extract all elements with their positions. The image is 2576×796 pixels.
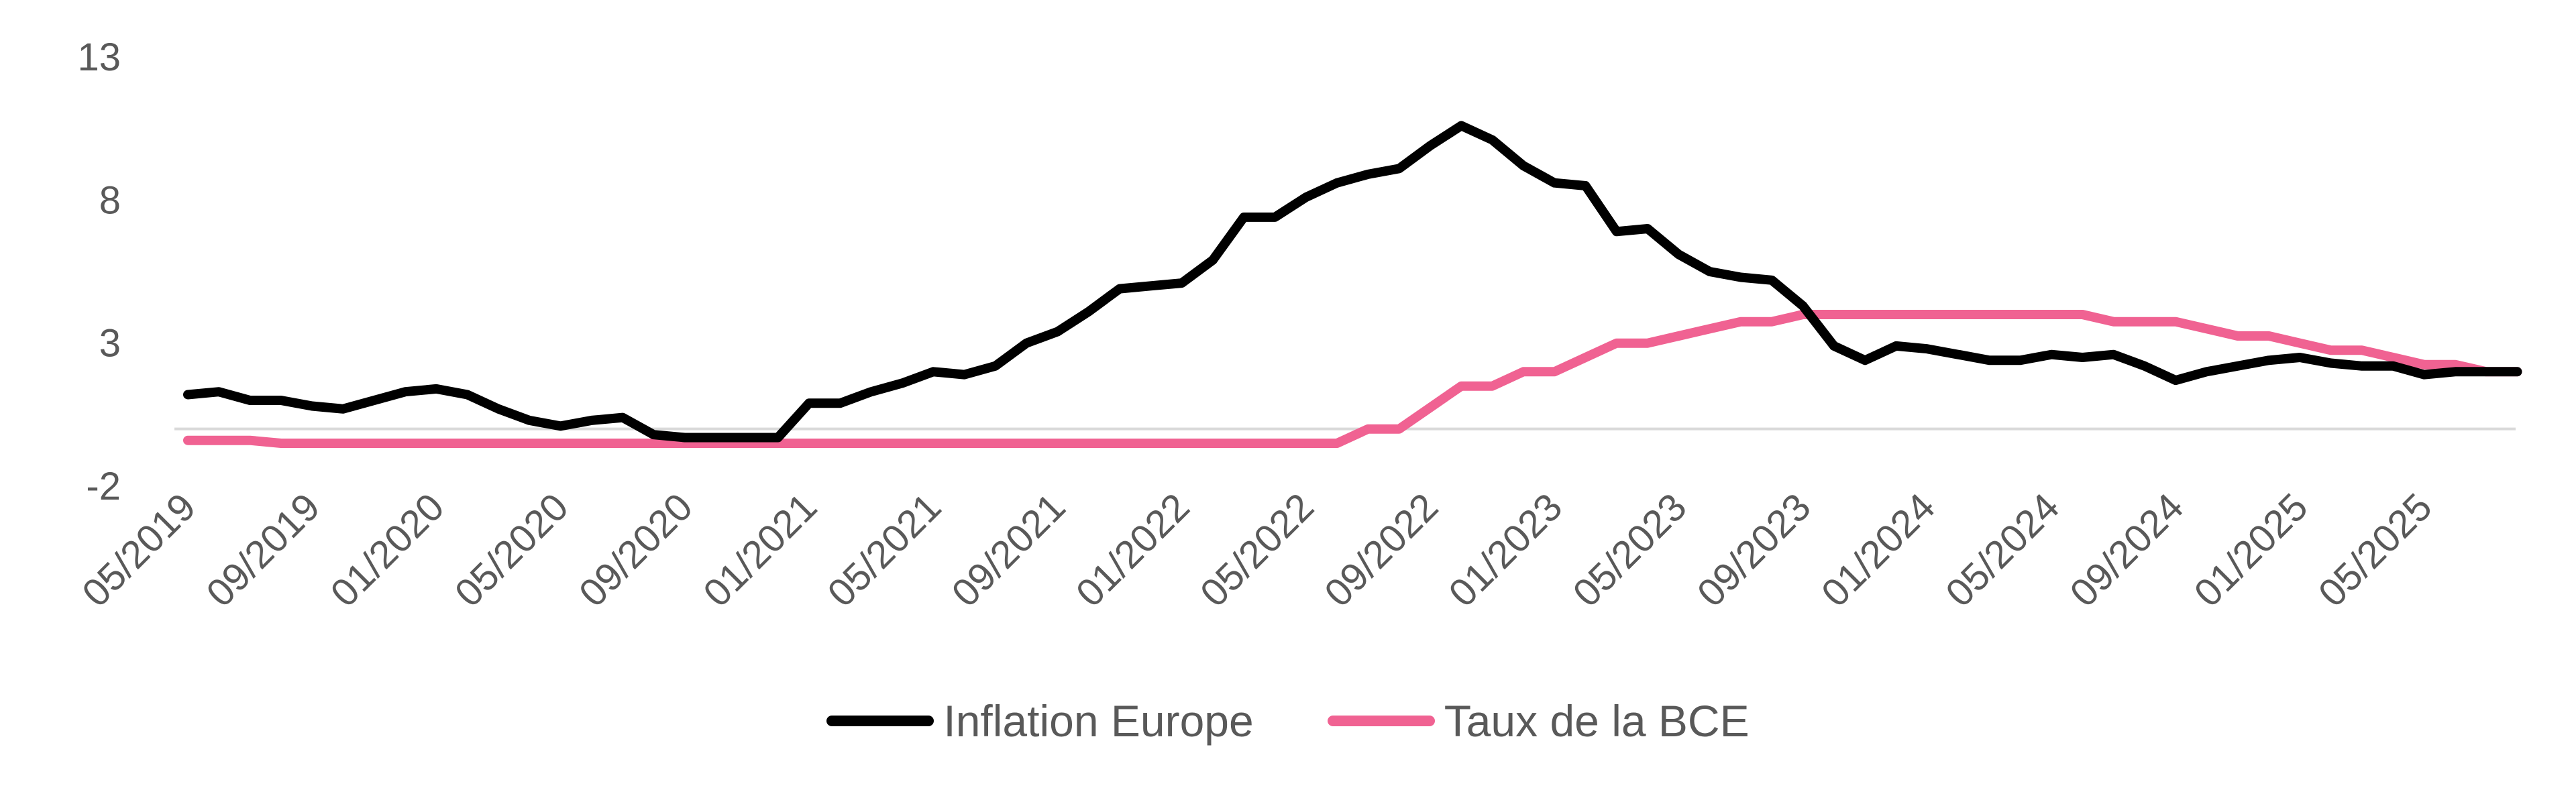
x-tick-label: 05/2024 bbox=[1937, 485, 2068, 615]
x-tick-label: 09/2021 bbox=[943, 485, 1073, 615]
x-tick-label: 01/2025 bbox=[2186, 485, 2316, 615]
x-tick-label: 09/2023 bbox=[1689, 485, 1819, 615]
y-axis: 13 8 3 -2 bbox=[77, 36, 121, 508]
y-tick-label: 8 bbox=[99, 178, 121, 222]
x-tick-label: 05/2023 bbox=[1564, 485, 1695, 615]
series-layer bbox=[183, 121, 2522, 448]
x-axis: 05/201909/201901/202005/202009/202001/20… bbox=[74, 485, 2440, 615]
x-tick-label: 09/2019 bbox=[198, 485, 328, 615]
x-tick-label: 05/2025 bbox=[2310, 485, 2440, 615]
x-tick-label: 09/2020 bbox=[571, 485, 701, 615]
legend-item-inflation: Inflation Europe bbox=[826, 695, 1254, 746]
x-tick-label: 05/2020 bbox=[447, 485, 577, 615]
series-line-inflation-europe bbox=[183, 121, 2522, 443]
legend-label-bce: Taux de la BCE bbox=[1444, 696, 1750, 746]
x-tick-label: 09/2022 bbox=[1316, 485, 1446, 615]
legend-swatch-bce bbox=[1327, 716, 1435, 726]
y-tick-label: 3 bbox=[99, 322, 121, 365]
y-tick-label: -2 bbox=[86, 465, 121, 508]
line-chart: 13 8 3 -2 05/201909/201901/202005/202009/20… bbox=[74, 36, 2522, 615]
legend: Inflation Europe Taux de la BCE bbox=[0, 684, 2576, 758]
x-tick-label: 01/2024 bbox=[1813, 485, 1943, 615]
x-tick-label: 01/2020 bbox=[322, 485, 452, 615]
y-tick-label: 13 bbox=[77, 36, 121, 79]
legend-swatch-inflation bbox=[826, 716, 934, 726]
x-tick-label: 01/2022 bbox=[1068, 485, 1198, 615]
x-tick-label: 05/2022 bbox=[1192, 485, 1322, 615]
x-tick-label: 05/2021 bbox=[819, 485, 949, 615]
x-tick-label: 01/2023 bbox=[1440, 485, 1570, 615]
x-tick-label: 01/2021 bbox=[695, 485, 825, 615]
series-line-taux-bce bbox=[183, 310, 2522, 448]
legend-label-inflation: Inflation Europe bbox=[943, 696, 1254, 746]
x-tick-label: 09/2024 bbox=[2061, 485, 2192, 615]
legend-item-bce: Taux de la BCE bbox=[1327, 695, 1750, 746]
